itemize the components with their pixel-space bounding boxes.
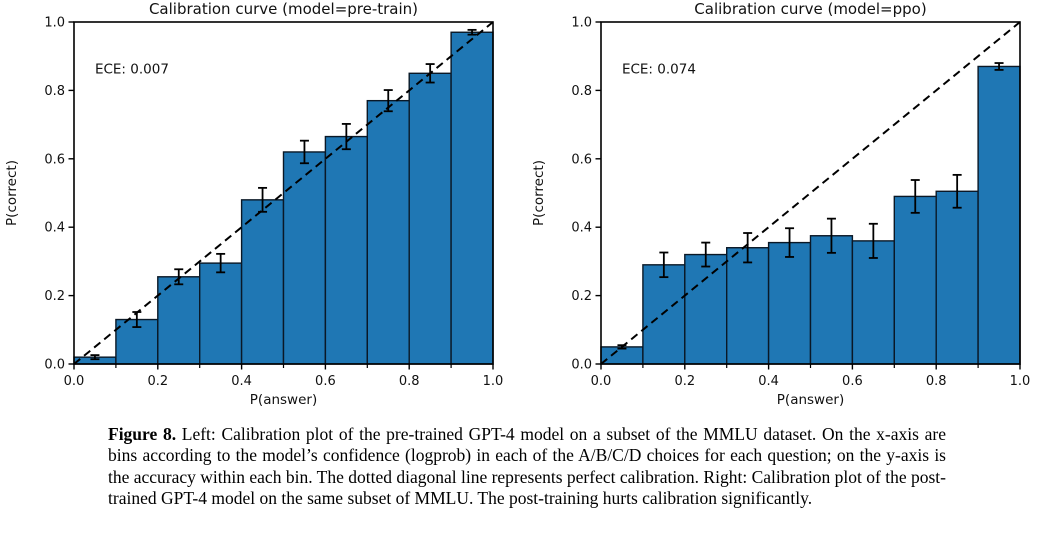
chart-title: Calibration curve (model=pre-train) <box>149 0 418 18</box>
figure-caption: Figure 8. Left: Calibration plot of the … <box>108 424 946 509</box>
histogram-bar <box>157 276 201 365</box>
y-tick-label: 0.8 <box>44 84 65 99</box>
histogram-bar <box>450 31 494 365</box>
calibration-chart-pretrain: 0.0 0.2 0.4 0.6 0.8 1.0 0.0 0.2 0.4 0.6 0.8 1.0 Cali… <box>4 0 504 408</box>
y-tick-label: 1.0 <box>44 16 65 31</box>
histogram-bar <box>282 151 327 365</box>
chart-title: Calibration curve (model=ppo) <box>694 0 926 18</box>
y-tick-label: 0.0 <box>44 358 65 373</box>
histogram-bar <box>893 195 937 365</box>
histogram-bar <box>408 72 452 365</box>
x-axis-label: P(answer) <box>250 392 317 408</box>
histogram-bar <box>977 65 1021 365</box>
calibration-charts-row: 0.0 0.2 0.4 0.6 0.8 1.0 0.0 0.2 0.4 0.6 0.8 1.0 Cali… <box>4 0 1031 408</box>
y-tick-label: 0.2 <box>571 289 592 304</box>
y-tick-label: 0.4 <box>44 221 65 236</box>
x-tick-label: 0.6 <box>315 374 336 389</box>
x-tick-label: 0.0 <box>591 374 612 389</box>
figure-caption-label: Figure 8. <box>108 424 177 444</box>
x-tick-label: 1.0 <box>1010 374 1031 389</box>
histogram-bar <box>725 247 770 365</box>
x-axis-label: P(answer) <box>777 392 844 408</box>
ece-annotation: ECE: 0.074 <box>622 61 696 77</box>
figure-caption-text: Left: Calibration plot of the pre-traine… <box>108 424 946 508</box>
x-tick-label: 0.2 <box>674 374 695 389</box>
histogram-bar <box>851 240 895 365</box>
x-tick-label: 0.4 <box>758 374 779 389</box>
histogram-bar <box>809 235 854 365</box>
x-tick-label: 0.8 <box>399 374 420 389</box>
x-tick-label: 0.2 <box>147 374 168 389</box>
x-tick-label: 0.0 <box>64 374 85 389</box>
histogram-bar <box>684 253 728 365</box>
y-axis-label: P(correct) <box>4 160 20 226</box>
y-tick-label: 0.6 <box>571 152 592 167</box>
x-tick-label: 0.4 <box>231 374 252 389</box>
histogram-bar <box>240 199 285 365</box>
y-tick-label: 0.2 <box>44 289 65 304</box>
y-tick-label: 0.0 <box>571 358 592 373</box>
ece-annotation: ECE: 0.007 <box>95 61 169 77</box>
histogram-bar <box>198 262 243 365</box>
histogram-bar <box>366 99 410 365</box>
y-tick-label: 0.4 <box>571 221 592 236</box>
x-tick-label: 0.8 <box>926 374 947 389</box>
y-tick-label: 0.8 <box>571 84 592 99</box>
y-axis-label: P(correct) <box>531 160 547 226</box>
histogram-bar <box>767 241 812 365</box>
histogram-bar <box>324 135 368 365</box>
histogram-bar <box>642 264 686 365</box>
histogram-bar <box>935 190 979 365</box>
y-tick-label: 0.6 <box>44 152 65 167</box>
x-tick-label: 1.0 <box>483 374 504 389</box>
calibration-chart-ppo: 0.0 0.2 0.4 0.6 0.8 1.0 0.0 0.2 0.4 0.6 0.8 1.0 Cali… <box>531 0 1031 408</box>
y-tick-label: 1.0 <box>571 16 592 31</box>
x-tick-label: 0.6 <box>842 374 863 389</box>
